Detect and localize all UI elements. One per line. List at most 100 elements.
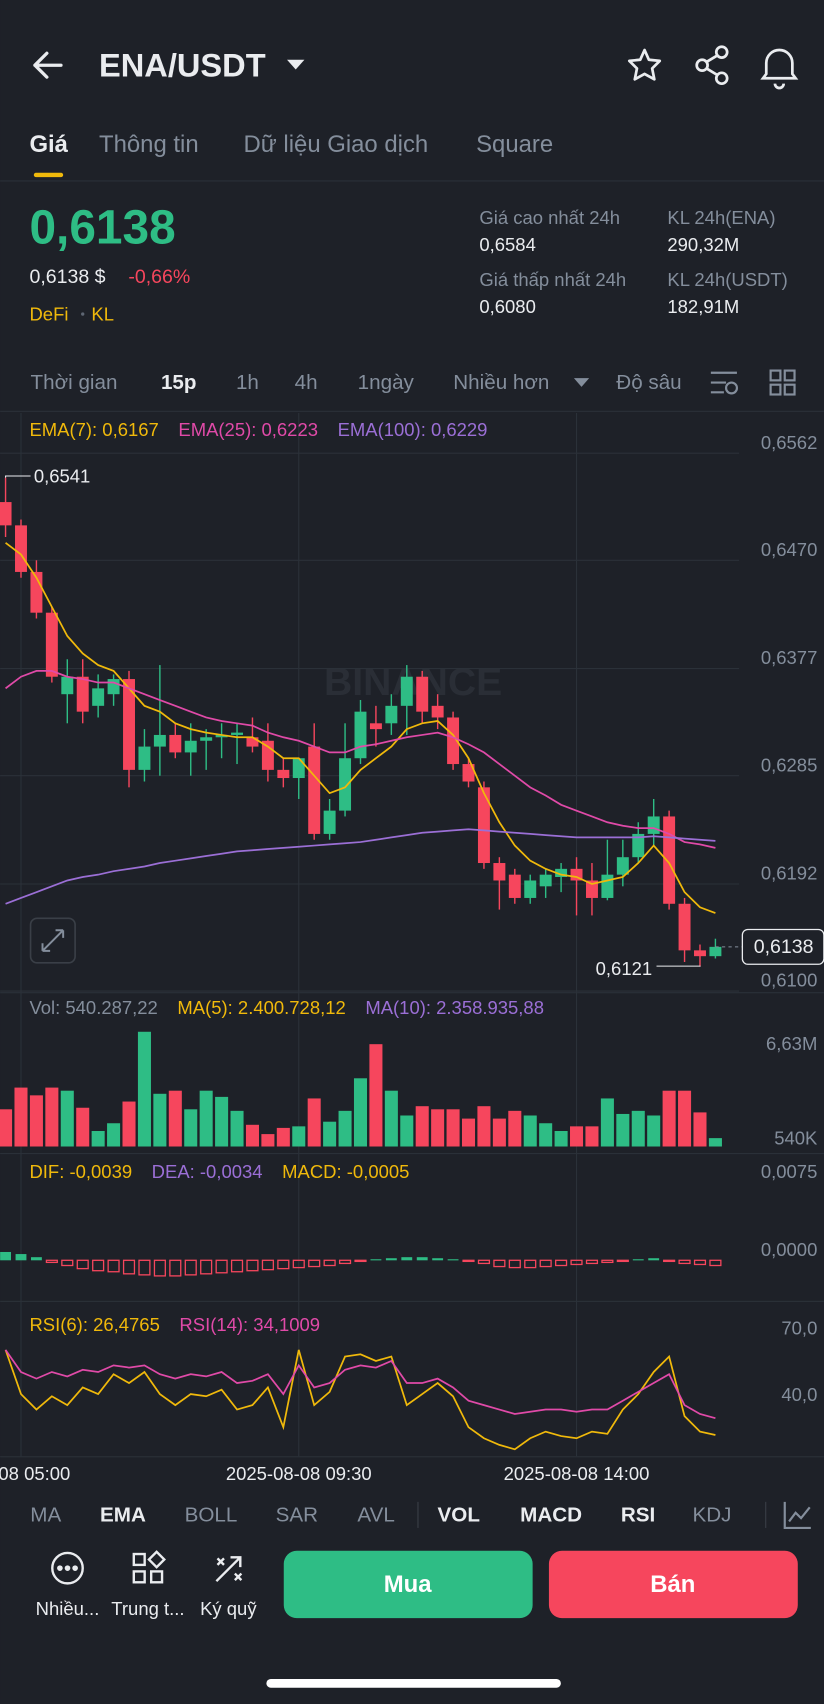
divider bbox=[0, 1153, 824, 1155]
center-icon[interactable] bbox=[132, 1550, 166, 1584]
action-label[interactable]: Ký quỹ bbox=[200, 1598, 257, 1619]
indicator-tab[interactable]: KDJ bbox=[692, 1503, 731, 1526]
candle-body bbox=[462, 764, 475, 782]
tag[interactable]: DeFi bbox=[29, 304, 68, 325]
divider bbox=[0, 1456, 824, 1458]
volume-bar bbox=[585, 1126, 599, 1147]
macd-bar bbox=[200, 1259, 213, 1275]
macd-bar bbox=[153, 1259, 166, 1277]
volume-bar bbox=[678, 1090, 692, 1147]
volume-bar bbox=[230, 1110, 244, 1147]
macd-bar bbox=[169, 1259, 182, 1277]
pair-title[interactable]: ENA/USDT bbox=[99, 47, 266, 84]
candle-body bbox=[215, 734, 228, 738]
volume-bar bbox=[415, 1106, 429, 1147]
action-label[interactable]: Nhiều... bbox=[36, 1598, 100, 1619]
tab[interactable]: Square bbox=[476, 131, 553, 158]
layout-icon[interactable] bbox=[769, 369, 796, 396]
candle-body bbox=[369, 723, 382, 730]
back-button[interactable] bbox=[33, 51, 63, 79]
tab[interactable]: Giá bbox=[29, 131, 68, 158]
macd-bar bbox=[648, 1258, 660, 1261]
candle-body bbox=[15, 525, 27, 572]
macd-bar bbox=[709, 1259, 722, 1267]
indicator-tab[interactable]: RSI bbox=[621, 1503, 655, 1526]
buy-button[interactable] bbox=[283, 1550, 533, 1619]
margin-icon[interactable] bbox=[215, 1556, 243, 1583]
macd-bar bbox=[308, 1259, 321, 1268]
indicator-settings[interactable] bbox=[783, 1501, 811, 1530]
interval[interactable]: 1h bbox=[236, 371, 259, 394]
indicator-tab[interactable]: BOLL bbox=[185, 1503, 238, 1526]
candle-body bbox=[431, 705, 444, 718]
share-icon[interactable] bbox=[695, 45, 729, 86]
candle-body bbox=[0, 502, 12, 526]
buy-label[interactable]: Mua bbox=[384, 1571, 432, 1598]
stat-label: Giá thấp nhất 24h bbox=[479, 269, 626, 290]
volume-bar bbox=[91, 1131, 105, 1147]
alert-icon[interactable] bbox=[760, 48, 799, 90]
usd-price: 0,6138 $ bbox=[29, 266, 105, 288]
candle-body bbox=[678, 903, 691, 951]
interval[interactable]: 1ngày bbox=[358, 371, 415, 394]
sell-button[interactable] bbox=[548, 1550, 798, 1619]
candle-body bbox=[539, 874, 552, 887]
indicator-tab[interactable]: MA bbox=[30, 1503, 61, 1526]
more-dropdown[interactable] bbox=[573, 378, 590, 387]
price-change: -0,66% bbox=[128, 266, 190, 288]
legend-label: EMA(7): 0,6167 bbox=[29, 419, 158, 440]
volume-bar bbox=[647, 1115, 661, 1147]
indicator-tab[interactable]: MACD bbox=[520, 1503, 582, 1526]
home-indicator bbox=[266, 1679, 561, 1688]
interval[interactable]: 4h bbox=[295, 371, 318, 394]
macd-bar bbox=[632, 1259, 644, 1261]
legend-label: Vol: 540.287,22 bbox=[29, 997, 157, 1018]
indicator-tab[interactable]: SAR bbox=[276, 1503, 318, 1526]
volume-bar bbox=[446, 1109, 460, 1147]
interval[interactable]: 15p bbox=[161, 371, 197, 394]
macd-bar bbox=[693, 1259, 707, 1266]
pair-dropdown[interactable] bbox=[287, 59, 305, 70]
volume-bar bbox=[554, 1131, 568, 1147]
volume-bar bbox=[570, 1126, 584, 1147]
interval[interactable]: Nhiều hơn bbox=[453, 371, 549, 394]
macd-bar bbox=[323, 1259, 336, 1267]
volume-bar bbox=[29, 1095, 43, 1147]
volume-bar bbox=[477, 1106, 491, 1147]
last-price-label: 0,6138 bbox=[754, 936, 814, 958]
legend-label: EMA(100): 0,6229 bbox=[338, 419, 488, 440]
more-icon[interactable] bbox=[51, 1551, 84, 1585]
macd-bar bbox=[555, 1259, 568, 1267]
action-label[interactable]: Trung t... bbox=[111, 1598, 184, 1619]
sell-label[interactable]: Bán bbox=[650, 1571, 695, 1598]
macd-bar bbox=[678, 1259, 691, 1265]
legend-label: DIF: -0,0039 bbox=[29, 1161, 132, 1182]
indicator-tab[interactable]: AVL bbox=[357, 1503, 394, 1526]
macd-bar bbox=[477, 1259, 491, 1265]
indicator-tab[interactable]: EMA bbox=[100, 1503, 146, 1526]
tag[interactable]: KL bbox=[91, 304, 114, 325]
legend-label: MACD: -0,0005 bbox=[282, 1161, 409, 1182]
candle-body bbox=[601, 874, 614, 898]
high-label: 0,6541 bbox=[34, 465, 91, 486]
candle-body bbox=[694, 950, 706, 957]
tab[interactable]: Dữ liệu Giao dịch bbox=[244, 131, 429, 158]
candle-body bbox=[647, 816, 660, 834]
favorite-icon[interactable] bbox=[627, 48, 662, 81]
candle-body bbox=[45, 612, 58, 677]
expand-button[interactable] bbox=[29, 917, 76, 964]
indicator-tab[interactable]: VOL bbox=[438, 1503, 480, 1526]
macd-bar bbox=[122, 1259, 136, 1275]
candle-body bbox=[477, 787, 490, 864]
macd-bar bbox=[215, 1259, 228, 1274]
separator-dot bbox=[81, 312, 85, 316]
volume-bar bbox=[369, 1044, 383, 1147]
tab[interactable]: Thông tin bbox=[99, 131, 199, 158]
legend-label: MA(10): 2.358.935,88 bbox=[365, 997, 544, 1018]
interval[interactable]: Độ sâu bbox=[616, 371, 681, 394]
settings-icon[interactable] bbox=[710, 371, 739, 395]
interval[interactable]: Thời gian bbox=[31, 371, 118, 394]
candle-body bbox=[524, 880, 537, 898]
macd-bar bbox=[92, 1259, 105, 1272]
macd-bar bbox=[585, 1259, 599, 1265]
